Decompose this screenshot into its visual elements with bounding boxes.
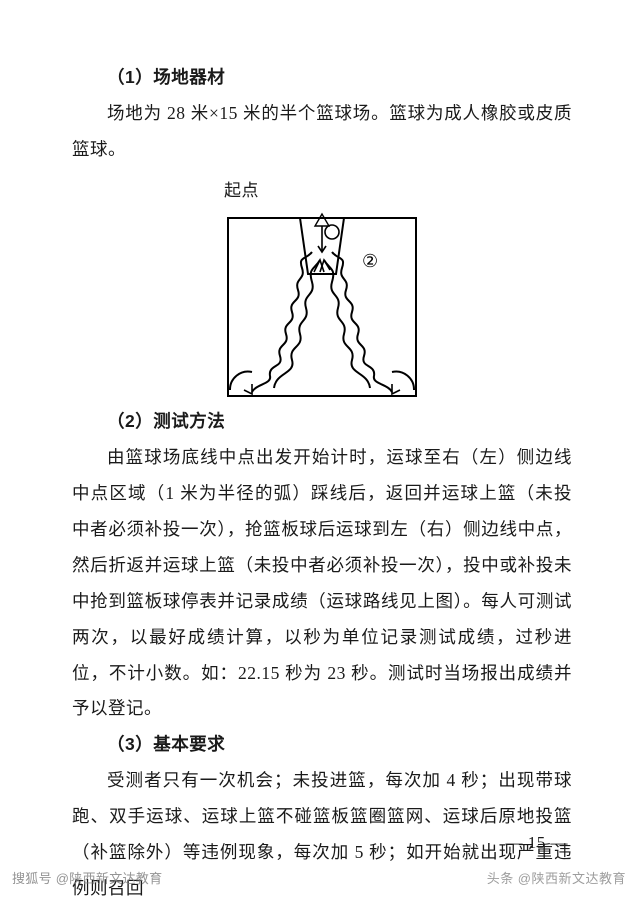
figure-circle-label: ②	[362, 251, 379, 271]
para-2-1: 由篮球场底线中点出发开始计时，运球至右（左）侧边线中点区域（1 米为半径的弧）踩…	[72, 440, 572, 727]
dribble-path-diagram: ②	[222, 212, 422, 402]
page-number: — 15 —	[506, 826, 569, 861]
watermark-right: 头条 @陕西新文达教育	[487, 866, 626, 893]
heading-1: （1）场地器材	[72, 60, 572, 96]
para-1-1: 场地为 28 米×15 米的半个篮球场。篮球为成人橡胶或皮质篮球。	[72, 96, 572, 168]
heading-3: （3）基本要求	[72, 727, 572, 763]
watermark-left: 搜狐号 @陕西新文达教育	[12, 866, 162, 893]
document-page: （1）场地器材 场地为 28 米×15 米的半个篮球场。篮球为成人橡胶或皮质篮球…	[0, 0, 640, 905]
figure-block: 起点 ②	[72, 174, 572, 403]
figure-start-label: 起点	[224, 174, 424, 209]
heading-2: （2）测试方法	[72, 404, 572, 440]
